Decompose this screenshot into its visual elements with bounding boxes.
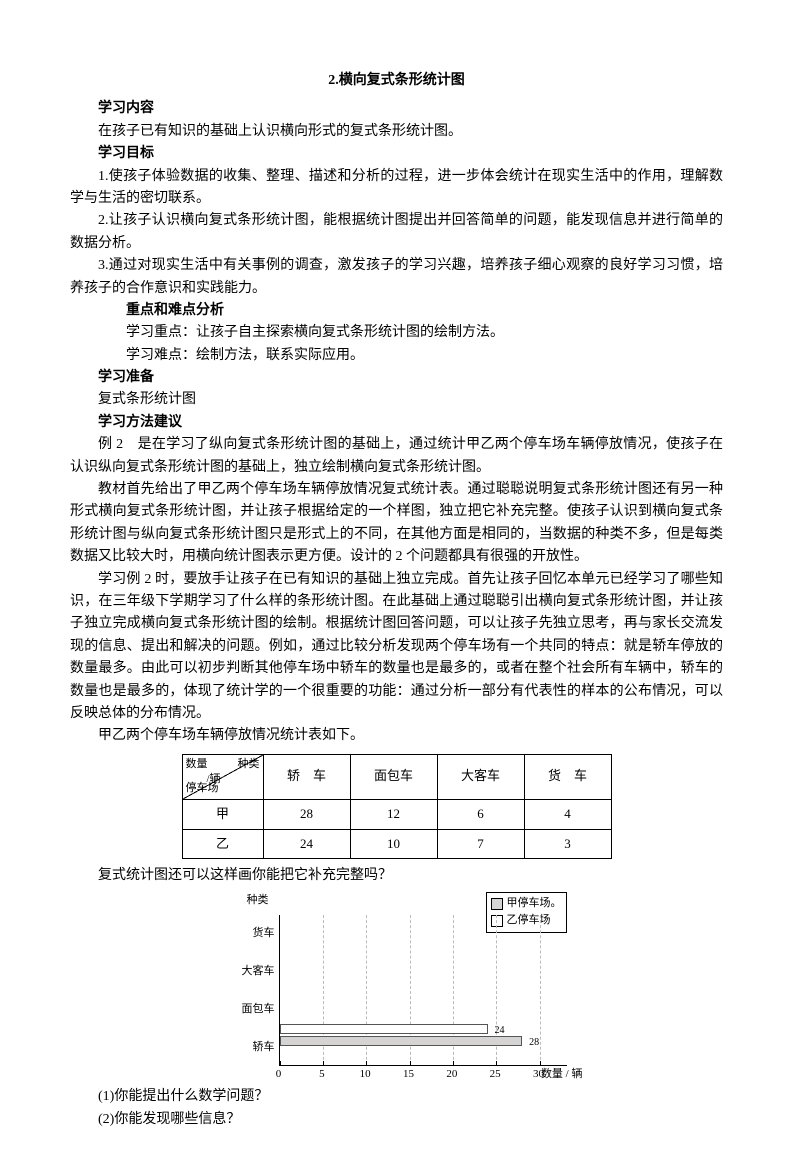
- cell: 7: [437, 829, 524, 859]
- col-head: 货 车: [524, 754, 611, 799]
- section-prep-body: 复式条形统计图: [70, 389, 723, 411]
- x-tick-label: 5: [319, 1066, 325, 1084]
- cell: 6: [437, 799, 524, 829]
- table-row: 数量 /辆 种类 停车场 轿 车 面包车 大客车 货 车: [182, 754, 611, 799]
- section-content-head: 学习内容: [70, 98, 723, 120]
- cell: 10: [350, 829, 437, 859]
- method-p1: 例 2 是在学习了纵向复式条形统计图的基础上，通过统计甲乙两个停车场车辆停放情况…: [70, 434, 723, 479]
- goal-2: 2.让孩子认识横向复式条形统计图，能根据统计图提出并回答简单的问题，能发现信息并…: [70, 210, 723, 255]
- after-table-text: 复式统计图还可以这样画你能把它补充完整吗？: [70, 865, 723, 887]
- bar-pair: [280, 990, 540, 1020]
- section-content-body: 在孩子已有知识的基础上认识横向形式的复式条形统计图。: [70, 121, 723, 143]
- method-p2: 教材首先给出了甲乙两个停车场车辆停放情况复式统计表。通过聪聪说明复式条形统计图还…: [70, 479, 723, 569]
- x-axis-title: 数量 / 辆: [541, 1066, 583, 1084]
- method-p4: 甲乙两个停车场车辆停放情况统计表如下。: [70, 725, 723, 747]
- question-1: (1)你能提出什么数学问题？: [70, 1086, 723, 1108]
- page: 2.横向复式条形统计图 学习内容 在孩子已有知识的基础上认识横向形式的复式条形统…: [0, 0, 793, 1171]
- diag-header-cell: 数量 /辆 种类 停车场: [182, 754, 263, 799]
- y-label: 轿车: [253, 1032, 275, 1062]
- table-row: 乙 24 10 7 3: [182, 829, 611, 859]
- cell: 28: [263, 799, 350, 829]
- section-goal-head: 学习目标: [70, 143, 723, 165]
- bar-pair: [280, 930, 540, 960]
- question-2: (2)你能发现哪些信息？: [70, 1109, 723, 1131]
- diag-bl: 停车场: [186, 780, 219, 798]
- x-tick-label: 0: [276, 1066, 282, 1084]
- section-focus-head: 重点和难点分析: [70, 300, 723, 322]
- bar-pair: [280, 960, 540, 990]
- row-label: 乙: [182, 829, 263, 859]
- focus-key: 学习重点：让孩子自主探索横向复式条形统计图的绘制方法。: [70, 322, 723, 344]
- bar-chart: 甲停车场。 乙停车场 种类 货车 大客车 面包车 轿车 2428 数量 / 辆 …: [227, 892, 567, 1083]
- section-method-head: 学习方法建议: [70, 412, 723, 434]
- legend-label: 甲停车场。: [507, 895, 562, 913]
- legend-swatch-icon: [491, 898, 503, 910]
- cell: 4: [524, 799, 611, 829]
- goal-1: 1.使孩子体验数据的收集、整理、描述和分析的过程，进一步体会统计在现实生活中的作…: [70, 166, 723, 211]
- x-tick-label: 10: [360, 1066, 371, 1084]
- plot-area: 24 28: [279, 915, 567, 1066]
- method-p3: 学习例 2 时，要放手让孩子在已有知识的基础上独立完成。首先让孩子回忆本单元已经…: [70, 569, 723, 726]
- y-label: 货车: [253, 919, 275, 949]
- col-head: 面包车: [350, 754, 437, 799]
- y-label: 面包车: [242, 995, 275, 1025]
- cell: 12: [350, 799, 437, 829]
- row-label: 甲: [182, 799, 263, 829]
- data-table: 数量 /辆 种类 停车场 轿 车 面包车 大客车 货 车 甲 28 12 6 4…: [182, 754, 612, 860]
- x-axis: 数量 / 辆 051015202530: [279, 1066, 539, 1082]
- x-tick-label: 25: [490, 1066, 501, 1084]
- col-head: 大客车: [437, 754, 524, 799]
- bar: 28: [280, 1036, 523, 1046]
- table-row: 甲 28 12 6 4: [182, 799, 611, 829]
- x-tick-label: 20: [446, 1066, 457, 1084]
- bar-pair: 24 28: [280, 1020, 540, 1050]
- goal-3: 3.通过对现实生活中有关事例的调查，激发孩子的学习兴趣，培养孩子细心观察的良好学…: [70, 255, 723, 300]
- bar-value-label: 28: [529, 1035, 539, 1051]
- y-labels: 货车 大客车 面包车 轿车: [227, 915, 279, 1066]
- bar: 24: [280, 1024, 488, 1034]
- focus-diff: 学习难点：绘制方法，联系实际应用。: [70, 345, 723, 367]
- y-label: 大客车: [242, 957, 275, 987]
- diag-tl: 数量: [186, 756, 208, 774]
- cell: 3: [524, 829, 611, 859]
- diag-tr: 种类: [238, 756, 260, 774]
- cell: 24: [263, 829, 350, 859]
- legend-item: 甲停车场。: [491, 895, 562, 913]
- section-prep-head: 学习准备: [70, 367, 723, 389]
- col-head: 轿 车: [263, 754, 350, 799]
- data-table-wrap: 数量 /辆 种类 停车场 轿 车 面包车 大客车 货 车 甲 28 12 6 4…: [70, 754, 723, 860]
- chart-area: 货车 大客车 面包车 轿车 24 28: [227, 915, 567, 1066]
- x-tick-label: 30: [533, 1066, 544, 1084]
- x-tick-label: 15: [403, 1066, 414, 1084]
- page-title: 2.横向复式条形统计图: [70, 70, 723, 92]
